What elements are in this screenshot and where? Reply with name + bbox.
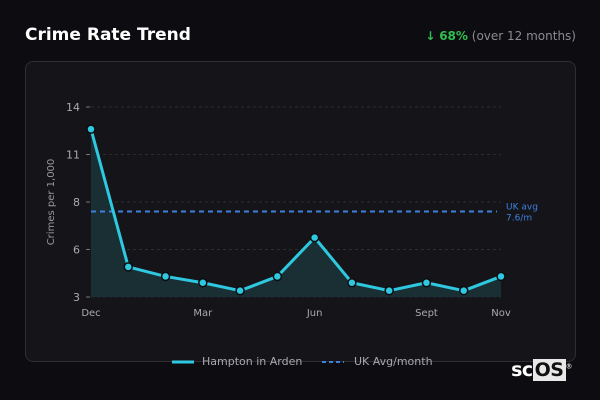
data-point — [347, 278, 357, 288]
y-tick-label: 14 — [66, 101, 80, 114]
change-percent: 68% — [439, 29, 468, 43]
y-tick-label: 6 — [73, 244, 80, 257]
data-point — [198, 278, 208, 288]
data-point — [160, 271, 171, 282]
reference-label: UK avg — [506, 203, 538, 213]
series-line — [89, 128, 502, 293]
reference-value-label: 7.6/m — [506, 214, 532, 224]
y-axis-label: Crimes per 1,000 — [46, 159, 57, 246]
change-summary: ↓ 68% (over 12 months) — [425, 29, 576, 43]
scos-logo: sc OS ® — [511, 359, 572, 381]
y-tick-label: 8 — [73, 196, 80, 209]
data-point — [272, 271, 283, 282]
data-point — [458, 285, 469, 296]
chart-title: Crime Rate Trend — [25, 25, 191, 45]
data-point — [86, 124, 96, 134]
x-tick-label: Jun — [306, 308, 323, 319]
x-tick-label: Nov — [491, 308, 511, 319]
data-point — [235, 285, 245, 296]
data-point — [496, 271, 506, 282]
y-tick-label: 3 — [73, 291, 80, 304]
data-point — [384, 285, 394, 296]
data-point — [309, 232, 320, 243]
data-point — [123, 262, 134, 272]
change-arrow: ↓ — [425, 29, 436, 43]
data-point — [421, 278, 432, 288]
legend-label-series: Hampton in Arden — [202, 355, 303, 368]
legend-label-reference: UK Avg/month — [354, 355, 433, 368]
x-tick-label: Dec — [81, 308, 100, 319]
series-area — [91, 129, 501, 297]
change-period: (over 12 months) — [471, 29, 576, 43]
x-tick-label: Sept — [415, 308, 438, 319]
x-tick-label: Mar — [193, 308, 213, 319]
y-tick-label: 11 — [66, 149, 80, 162]
